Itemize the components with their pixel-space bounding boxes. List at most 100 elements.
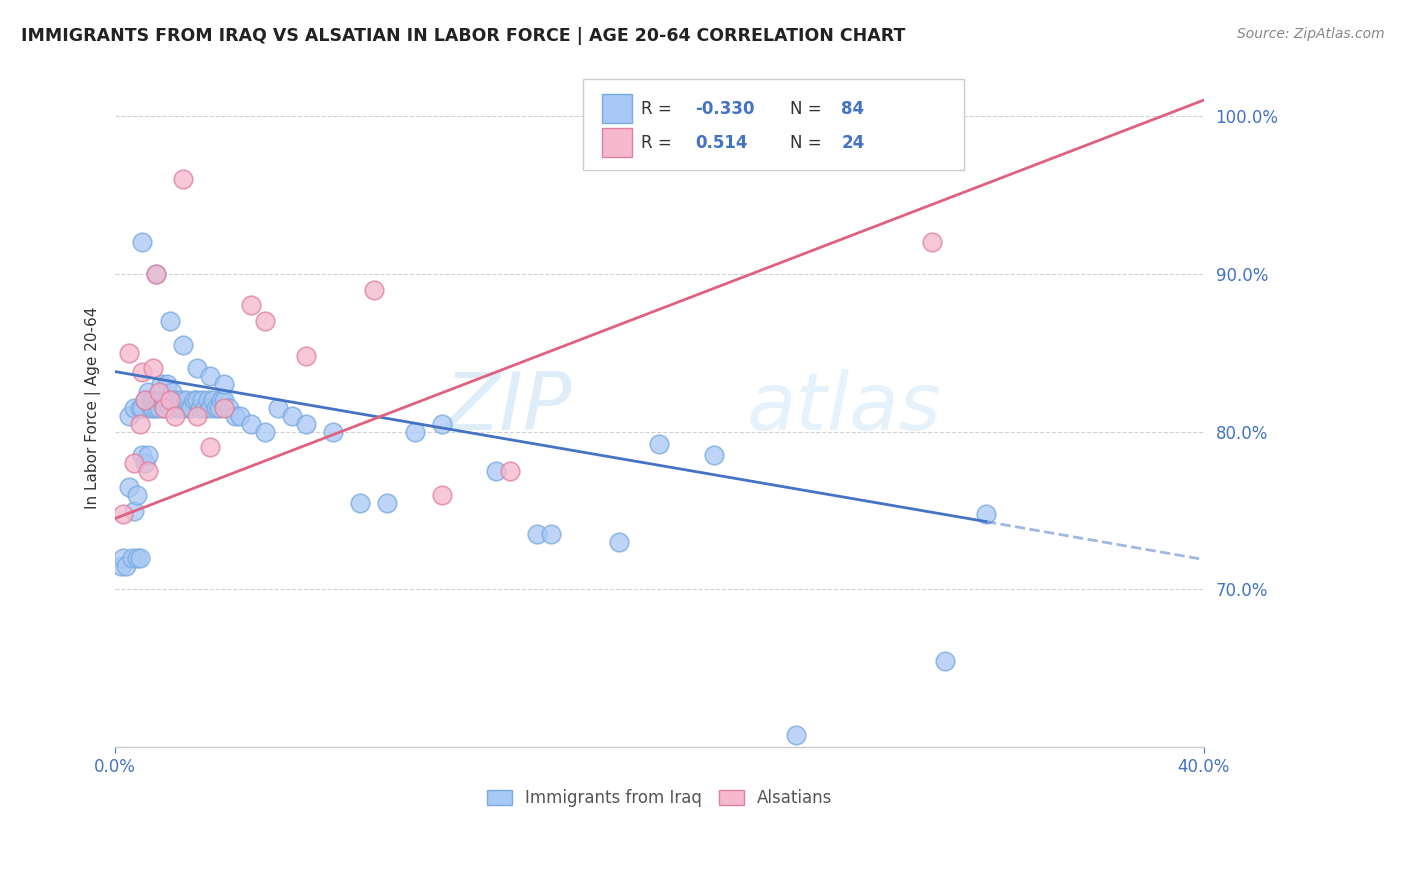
Point	[125, 550, 148, 565]
Point	[145, 267, 167, 281]
Point	[202, 392, 225, 407]
Point	[122, 401, 145, 415]
Point	[281, 409, 304, 423]
Text: R =: R =	[641, 134, 676, 152]
Point	[186, 361, 208, 376]
Point	[139, 392, 162, 407]
Point	[224, 409, 246, 423]
Point	[607, 535, 630, 549]
Point	[145, 401, 167, 415]
Point	[156, 392, 179, 407]
Point	[169, 392, 191, 407]
Point	[526, 527, 548, 541]
Bar	[602, 128, 633, 157]
Point	[134, 392, 156, 407]
Point	[174, 392, 197, 407]
Point	[131, 448, 153, 462]
Text: N =: N =	[790, 100, 827, 118]
Legend: Immigrants from Iraq, Alsatians: Immigrants from Iraq, Alsatians	[479, 782, 839, 814]
Point	[207, 401, 229, 415]
Point	[118, 409, 141, 423]
Point	[156, 377, 179, 392]
Point	[375, 496, 398, 510]
Point	[648, 437, 671, 451]
Point	[159, 392, 181, 407]
Point	[118, 345, 141, 359]
Point	[172, 338, 194, 352]
Point	[485, 464, 508, 478]
Point	[322, 425, 344, 439]
Point	[142, 361, 165, 376]
Point	[112, 550, 135, 565]
Point	[153, 401, 176, 415]
Point	[121, 550, 143, 565]
Point	[136, 448, 159, 462]
Point	[349, 496, 371, 510]
Point	[122, 456, 145, 470]
Point	[363, 283, 385, 297]
Point	[430, 417, 453, 431]
Point	[191, 392, 214, 407]
Point	[294, 349, 316, 363]
Point	[165, 409, 187, 423]
Point	[153, 392, 176, 407]
Point	[253, 314, 276, 328]
Point	[139, 401, 162, 415]
Point	[125, 488, 148, 502]
Point	[128, 417, 150, 431]
Point	[197, 392, 219, 407]
Text: 84: 84	[841, 100, 865, 118]
Point	[200, 441, 222, 455]
Point	[128, 550, 150, 565]
Text: N =: N =	[790, 134, 827, 152]
Point	[162, 385, 184, 400]
Point	[159, 401, 181, 415]
Point	[159, 392, 181, 407]
Point	[934, 653, 956, 667]
Point	[110, 558, 132, 573]
Point	[172, 172, 194, 186]
Point	[785, 728, 807, 742]
Text: -0.330: -0.330	[696, 100, 755, 118]
Point	[177, 401, 200, 415]
Point	[229, 409, 252, 423]
Point	[218, 401, 240, 415]
Point	[240, 417, 263, 431]
Point	[122, 503, 145, 517]
Point	[212, 401, 235, 415]
Point	[128, 401, 150, 415]
Text: R =: R =	[641, 100, 676, 118]
Point	[212, 392, 235, 407]
Bar	[602, 95, 633, 123]
Text: 0.514: 0.514	[696, 134, 748, 152]
Point	[142, 401, 165, 415]
Point	[430, 488, 453, 502]
Point	[166, 401, 188, 415]
Point	[131, 401, 153, 415]
Point	[186, 392, 208, 407]
Point	[183, 392, 205, 407]
Point	[148, 385, 170, 400]
Point	[974, 507, 997, 521]
Point	[142, 392, 165, 407]
Point	[134, 456, 156, 470]
Point	[188, 401, 211, 415]
Point	[115, 558, 138, 573]
Point	[294, 417, 316, 431]
Point	[267, 401, 290, 415]
Point	[148, 401, 170, 415]
Point	[186, 409, 208, 423]
Y-axis label: In Labor Force | Age 20-64: In Labor Force | Age 20-64	[86, 307, 101, 509]
Point	[131, 365, 153, 379]
Point	[118, 480, 141, 494]
Point	[499, 464, 522, 478]
Text: atlas: atlas	[747, 369, 941, 447]
Point	[150, 392, 173, 407]
Point	[150, 377, 173, 392]
Point	[172, 401, 194, 415]
Point	[134, 392, 156, 407]
Point	[205, 401, 228, 415]
Text: IMMIGRANTS FROM IRAQ VS ALSATIAN IN LABOR FORCE | AGE 20-64 CORRELATION CHART: IMMIGRANTS FROM IRAQ VS ALSATIAN IN LABO…	[21, 27, 905, 45]
Point	[145, 392, 167, 407]
Point	[162, 392, 184, 407]
